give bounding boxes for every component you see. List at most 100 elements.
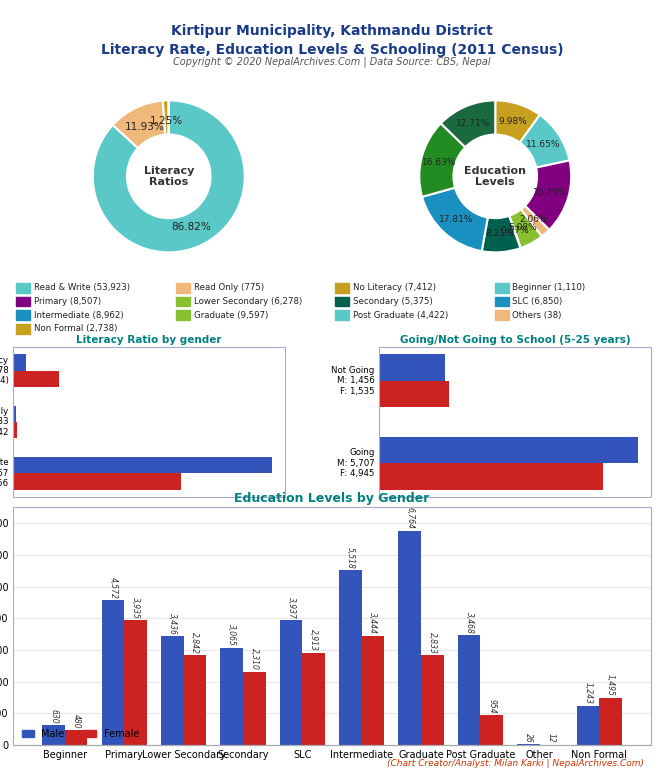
Bar: [379, 354, 446, 381]
Bar: [13, 457, 272, 473]
Text: 0.07%: 0.07%: [500, 227, 529, 235]
Text: 2,833: 2,833: [428, 632, 437, 654]
Bar: [13, 422, 17, 439]
Bar: [379, 347, 651, 497]
Text: 15.79%: 15.79%: [533, 188, 568, 197]
Text: 12.71%: 12.71%: [456, 119, 490, 127]
Text: 5.08%: 5.08%: [509, 223, 537, 231]
Legend: Male, Female: Male, Female: [97, 528, 201, 543]
Text: 1,243: 1,243: [584, 682, 592, 704]
Bar: [280, 621, 302, 745]
Text: 3,436: 3,436: [168, 613, 177, 634]
Text: 9.98%: 9.98%: [499, 117, 527, 126]
Text: Kirtipur Municipality, Kathmandu District: Kirtipur Municipality, Kathmandu Distric…: [171, 24, 493, 38]
Wedge shape: [93, 101, 245, 253]
Bar: [13, 473, 181, 490]
Bar: [379, 437, 638, 463]
Text: (Chart Creator/Analyst: Milan Karki | NepalArchives.Com): (Chart Creator/Analyst: Milan Karki | Ne…: [387, 760, 644, 768]
Text: Read Only (775): Read Only (775): [194, 283, 264, 293]
Bar: [339, 571, 362, 745]
Text: No Literacy (7,412): No Literacy (7,412): [353, 283, 436, 293]
Wedge shape: [441, 101, 495, 147]
Text: Lower Secondary (6,278): Lower Secondary (6,278): [194, 297, 302, 306]
Text: 11.65%: 11.65%: [527, 141, 561, 149]
Text: 17.81%: 17.81%: [439, 214, 473, 223]
Text: 2.06%: 2.06%: [519, 215, 548, 224]
Bar: [13, 354, 26, 371]
Text: Copyright © 2020 NepalArchives.Com | Data Source: CBS, Nepal: Copyright © 2020 NepalArchives.Com | Dat…: [173, 56, 491, 67]
Bar: [17, 296, 31, 306]
Bar: [183, 655, 206, 745]
Wedge shape: [482, 216, 521, 253]
Text: 86.82%: 86.82%: [171, 222, 211, 232]
Text: 11.93%: 11.93%: [125, 121, 164, 131]
Bar: [176, 296, 190, 306]
Text: 2,913: 2,913: [309, 629, 318, 651]
Bar: [243, 672, 266, 745]
Bar: [102, 601, 124, 745]
Text: 3,444: 3,444: [369, 612, 377, 634]
Text: Intermediate (8,962): Intermediate (8,962): [35, 310, 124, 319]
Bar: [495, 310, 509, 320]
Text: 480: 480: [72, 713, 80, 728]
Bar: [495, 296, 509, 306]
Bar: [335, 296, 349, 306]
Bar: [421, 655, 444, 745]
Bar: [379, 463, 604, 490]
Text: Education
Levels: Education Levels: [464, 166, 527, 187]
Bar: [13, 347, 285, 497]
Text: 954: 954: [487, 699, 496, 713]
Wedge shape: [509, 216, 521, 248]
Text: Read & Write (53,923): Read & Write (53,923): [35, 283, 130, 293]
Bar: [176, 310, 190, 320]
Title: Going/Not Going to School (5-25 years): Going/Not Going to School (5-25 years): [400, 335, 630, 345]
Text: 1.25%: 1.25%: [150, 116, 183, 126]
Legend: Male, Female: Male, Female: [18, 725, 143, 743]
Bar: [161, 636, 183, 745]
Bar: [302, 653, 325, 745]
Text: 3,468: 3,468: [465, 611, 473, 634]
Wedge shape: [419, 124, 465, 197]
Text: 4,572: 4,572: [108, 577, 118, 598]
Wedge shape: [163, 101, 169, 134]
Bar: [13, 371, 59, 387]
Text: 6,764: 6,764: [405, 508, 414, 529]
Text: 630: 630: [49, 709, 58, 723]
Text: 3,065: 3,065: [227, 624, 236, 647]
Bar: [335, 283, 349, 293]
Bar: [17, 310, 31, 320]
Bar: [495, 283, 509, 293]
Legend: Male, Female: Male, Female: [463, 528, 567, 543]
Wedge shape: [525, 161, 571, 230]
Wedge shape: [113, 101, 165, 148]
Title: Education Levels by Gender: Education Levels by Gender: [234, 492, 430, 505]
Text: Literacy Rate, Education Levels & Schooling (2011 Census): Literacy Rate, Education Levels & School…: [101, 43, 563, 57]
Text: Post Graduate (4,422): Post Graduate (4,422): [353, 310, 448, 319]
Text: 5,518: 5,518: [346, 547, 355, 568]
Bar: [17, 324, 31, 333]
Wedge shape: [521, 206, 549, 237]
Wedge shape: [509, 210, 542, 248]
Bar: [65, 730, 88, 745]
Text: 2,310: 2,310: [250, 648, 259, 670]
Bar: [13, 508, 651, 745]
Title: Literacy Ratio by gender: Literacy Ratio by gender: [76, 335, 222, 345]
Text: 3,935: 3,935: [131, 597, 140, 619]
Bar: [362, 636, 384, 745]
Text: 26: 26: [524, 733, 533, 743]
Bar: [517, 744, 540, 745]
Text: 3,937: 3,937: [287, 597, 295, 619]
Text: Non Formal (2,738): Non Formal (2,738): [35, 324, 118, 333]
Text: 16.63%: 16.63%: [422, 157, 457, 167]
Bar: [576, 706, 599, 745]
Wedge shape: [495, 101, 540, 143]
Bar: [481, 715, 503, 745]
Text: 8.21%: 8.21%: [485, 230, 514, 238]
Bar: [379, 381, 449, 407]
Bar: [124, 621, 147, 745]
Text: SLC (6,850): SLC (6,850): [513, 297, 562, 306]
Bar: [42, 725, 65, 745]
Text: Beginner (1,110): Beginner (1,110): [513, 283, 586, 293]
Bar: [458, 635, 481, 745]
Text: Graduate (9,597): Graduate (9,597): [194, 310, 268, 319]
